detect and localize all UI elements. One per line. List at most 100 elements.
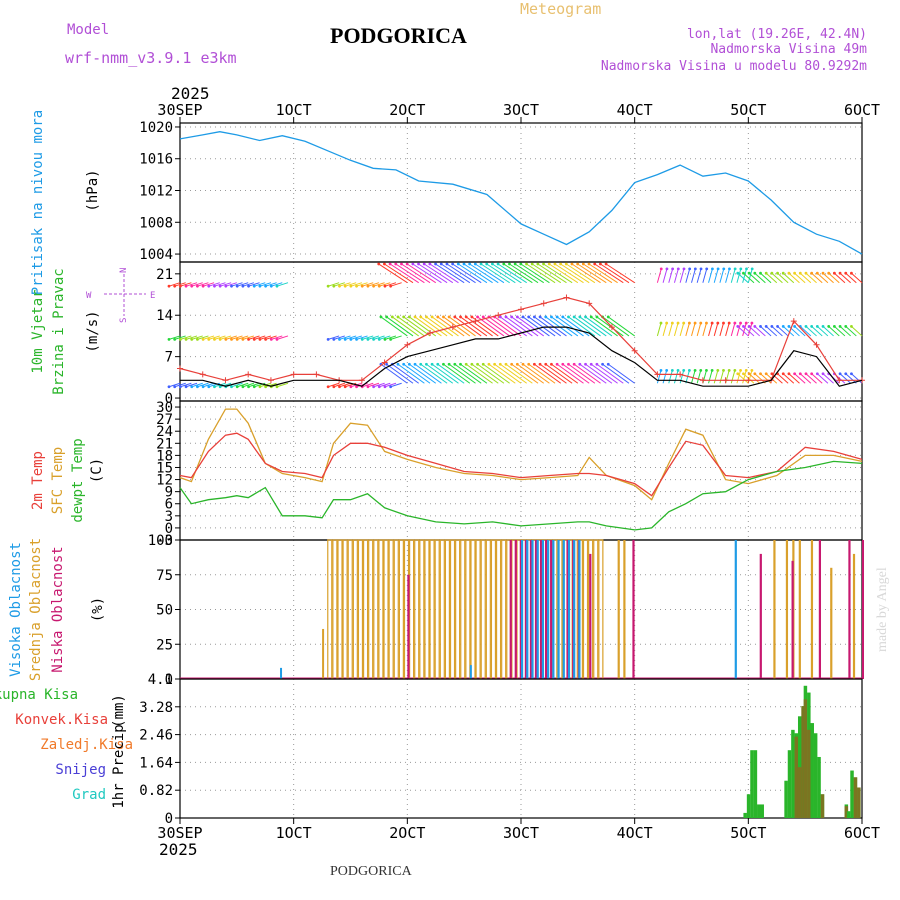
wind-arrow <box>248 382 260 388</box>
wind-arrow-head <box>173 284 177 288</box>
wind-arrow-head <box>606 362 610 366</box>
wind-arrow-head <box>385 362 389 366</box>
wind-arrow-head <box>671 267 675 271</box>
wind-arrow-head <box>184 338 188 341</box>
wind-arrow-head <box>360 338 364 341</box>
wind-arrow-head <box>595 315 599 319</box>
wind-arrow <box>743 272 755 284</box>
wind-arrow <box>522 363 550 384</box>
wind-gust-marker <box>222 377 229 384</box>
wind-arrow-head <box>744 368 748 372</box>
wind-arrow-head <box>733 267 737 271</box>
wind-arrow <box>551 363 579 384</box>
wind-arrow-head <box>659 321 663 325</box>
wind-arrow-head <box>498 362 502 366</box>
wind-arrow-head <box>538 315 542 319</box>
cloud-bar <box>409 539 415 679</box>
wind-arrow-head <box>385 315 389 319</box>
precip-conv-bar <box>820 794 825 818</box>
wind-arrow <box>362 282 374 287</box>
precip-ytick-label: 2.46 <box>139 728 173 744</box>
wind-arrow-head <box>747 372 751 376</box>
wind-arrow <box>737 272 749 284</box>
cloud-bar <box>485 539 491 679</box>
wind-arrow <box>242 282 255 287</box>
wind-arrow <box>503 263 533 284</box>
cloud-bar <box>547 540 550 679</box>
x-tick-label-bottom: 3OCT <box>503 824 539 842</box>
wind-arrow-head <box>787 372 791 376</box>
wind-arrow-head <box>804 372 808 376</box>
wind-arrow-head <box>184 385 188 389</box>
wind-arrow <box>602 316 630 337</box>
cloud-ytick-label: 25 <box>156 637 173 653</box>
wind-arrow <box>392 316 419 337</box>
wind-arrow <box>420 363 448 384</box>
wind-ytick-label: 0 <box>165 391 173 407</box>
wind-arrow-head <box>230 338 233 341</box>
wind-arrow <box>828 272 840 284</box>
wind-arrow <box>573 316 601 337</box>
temperature-ytick-label: 27 <box>156 412 173 428</box>
precip-legend-item: Konvek.Kisa <box>15 712 108 728</box>
wind-arrow <box>708 370 713 384</box>
precip-ytick-label: 0.82 <box>139 783 173 799</box>
wind-arrow <box>480 263 510 284</box>
precip-total-bar <box>850 770 854 818</box>
wind-arrow-head <box>496 262 500 266</box>
wind-arrow <box>379 282 391 287</box>
wind-arrow-head <box>821 271 825 275</box>
wind-arrow <box>771 272 783 284</box>
wind-arrow-head <box>578 315 582 319</box>
model-name: wrf-nmm_v3.9.1 e3km <box>65 49 237 67</box>
cloud-bar <box>388 539 394 679</box>
wind-arrow <box>754 326 766 337</box>
wind-arrow <box>443 363 471 384</box>
x-tick-label-top: 3OCT <box>503 101 539 119</box>
wind-arrow <box>730 370 736 384</box>
wind-arrow <box>386 363 414 384</box>
wind-arrow <box>259 282 272 287</box>
wind-gust-marker <box>836 377 843 384</box>
cloud-ytick-label: 50 <box>156 603 173 619</box>
wind-arrow <box>197 382 209 388</box>
wind-arrow-head <box>459 362 462 366</box>
temperature-ytick-label: -3 <box>156 533 173 549</box>
wind-arrow-head <box>349 338 353 341</box>
wind-arrow-head <box>753 372 757 376</box>
wind-arrow-head <box>553 262 557 266</box>
wind-arrow <box>656 322 662 337</box>
wind-arrow-head <box>207 338 211 341</box>
wind-arrow <box>350 282 363 287</box>
precip-conv-bar <box>857 787 861 818</box>
precip-total-bar <box>817 756 821 818</box>
wind-arrow-head <box>733 368 737 372</box>
wind-arrow <box>511 363 539 384</box>
wind-arrow <box>379 382 391 388</box>
wind-arrow <box>380 316 408 337</box>
cloud-bar <box>773 540 776 679</box>
wind-arrow <box>191 282 203 287</box>
wind-arrow <box>276 282 289 287</box>
wind-arrow-head <box>377 338 381 341</box>
wind-arrow-head <box>787 325 791 328</box>
wind-arrow-head <box>815 372 819 376</box>
wind-arrow-head <box>844 325 848 328</box>
wind-arrow-head <box>598 262 602 266</box>
wind-arrow-head <box>355 338 358 341</box>
wind-arrow <box>492 263 522 284</box>
wind-arrow <box>737 373 749 384</box>
cloud-bar <box>785 540 789 679</box>
wind-arrow <box>362 382 374 388</box>
wind-arrow-head <box>390 315 394 319</box>
wind-arrow-head <box>527 362 531 366</box>
x-tick-label-bottom: 2OCT <box>389 824 425 842</box>
wind-arrow-head <box>439 262 443 266</box>
wind-arrow-head <box>436 315 440 319</box>
wind-arrow-head <box>570 262 574 266</box>
wind-arrow <box>185 335 198 340</box>
wind-arrow-head <box>218 338 222 341</box>
wind-arrow-head <box>167 338 171 341</box>
compass-north: N <box>119 268 129 273</box>
cloud-bar <box>332 539 338 679</box>
